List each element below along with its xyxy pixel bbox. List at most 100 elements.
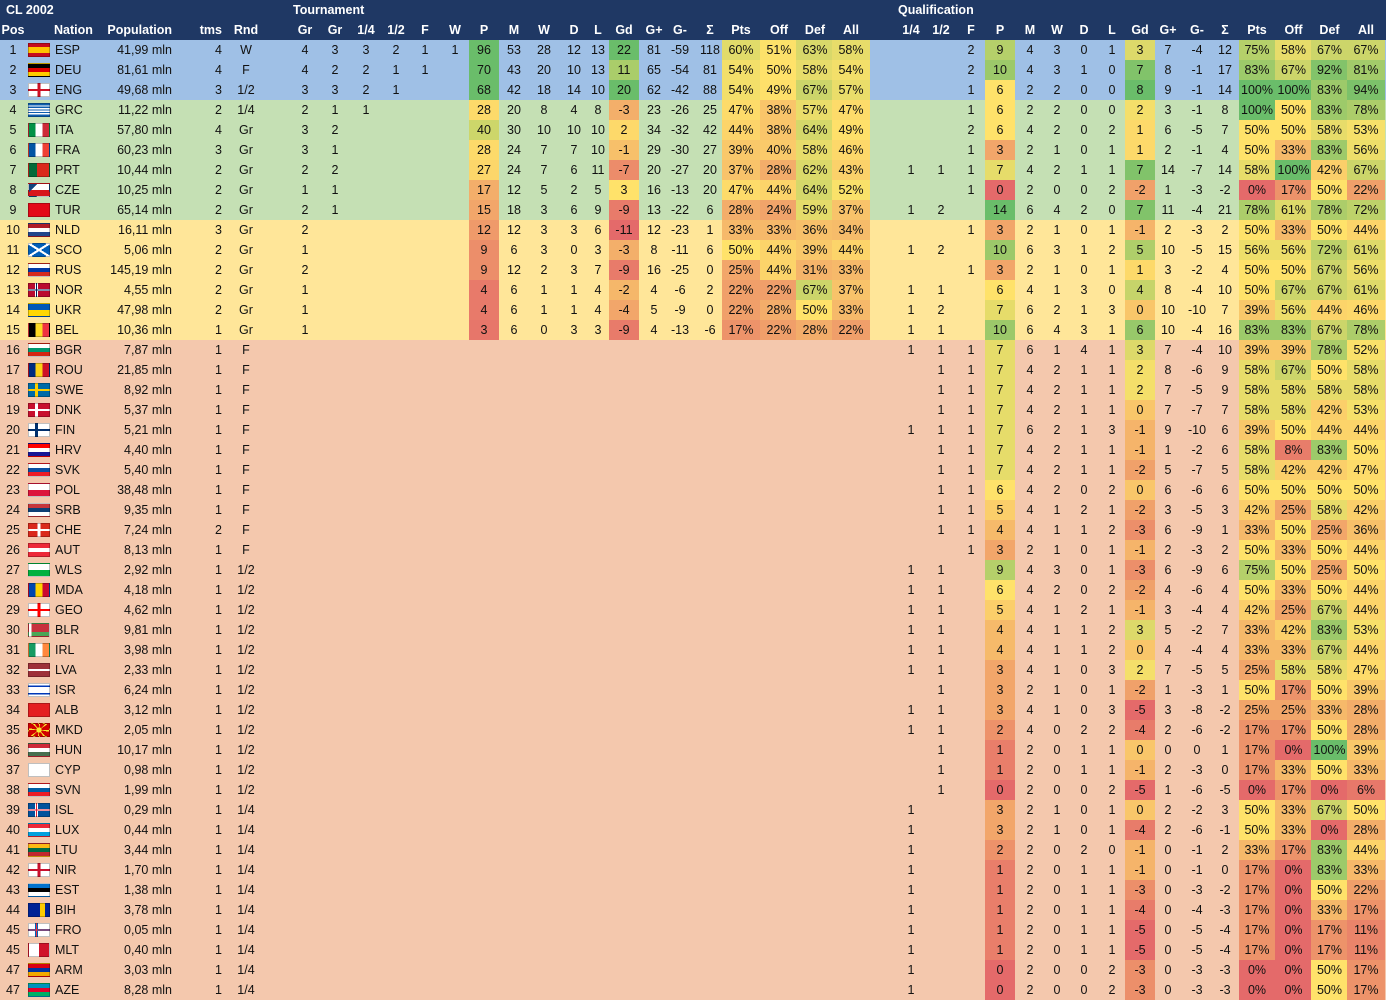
table-row[interactable]: 37 CYP 0,98 mln 1 1/2 1 1 2 0 1 1 -1 2 -3 0 17% 33% 50% 33…: [0, 760, 1386, 780]
col-header-t-l[interactable]: L: [594, 23, 602, 37]
table-row[interactable]: 33 ISR 6,24 mln 1 1/2 1 3 2 1 0 1 -2 1 -3 1 50% 17% 50% 39…: [0, 680, 1386, 700]
table-row[interactable]: 6 FRA 60,23 mln 3 Gr 3 1 28 24 7 7 10 -1 29 -30 27 39% 40…: [0, 140, 1386, 160]
table-row[interactable]: 10 NLD 16,11 mln 3 Gr 2 12 12 3 3 6 -11 12 -23 1 33% 33%…: [0, 220, 1386, 240]
table-row[interactable]: 38 SVN 1,99 mln 1 1/2 1 0 2 0 0 2 -5 1 -6 -5 0% 17% 0% 6%: [0, 780, 1386, 800]
col-header-t-gr1[interactable]: Gr: [297, 23, 313, 37]
table-row[interactable]: 4 GRC 11,22 mln 2 1/4 2 1 1 28 20 8 4 8 -3 23 -26 25 47% 3…: [0, 100, 1386, 120]
table-row[interactable]: 16 BGR 7,87 mln 1 F 1 1 1 7 6 1 4 1 3 7 -4 10 39% 39% 78% 52…: [0, 340, 1386, 360]
table-row[interactable]: 36 HUN 10,17 mln 1 1/2 1 1 2 0 1 1 0 0 0 1 17% 0% 100% 39%: [0, 740, 1386, 760]
col-header-q-sum[interactable]: Σ: [1221, 23, 1229, 37]
table-row[interactable]: 18 SWE 8,92 mln 1 F 1 1 7 4 2 1 1 2 7 -5 9 58% 58% 58% 58%: [0, 380, 1386, 400]
table-row[interactable]: 5 ITA 57,80 mln 4 Gr 3 2 40 30 10 10 10 2 34 -32 42 44% 3…: [0, 120, 1386, 140]
col-header-q-f[interactable]: F: [967, 23, 975, 37]
col-header-t-gr2[interactable]: Gr: [327, 23, 343, 37]
col-header-q-off[interactable]: Off: [1284, 23, 1303, 37]
col-header-q-l[interactable]: L: [1108, 23, 1116, 37]
col-header-q-gminus[interactable]: G-: [1190, 23, 1204, 37]
table-row[interactable]: 28 MDA 4,18 mln 1 1/2 1 1 6 4 2 0 2 -2 4 -6 4 50% 33% 50% 4…: [0, 580, 1386, 600]
table-row[interactable]: 44 BIH 3,78 mln 1 1/4 1 1 2 0 1 1 -4 0 -4 -3 17% 0% 33% 17…: [0, 900, 1386, 920]
col-header-t-f[interactable]: F: [421, 23, 429, 37]
col-header-t-qf[interactable]: 1/4: [357, 23, 375, 37]
cell-q-all: 44%: [1347, 600, 1385, 620]
col-header-t-gplus[interactable]: G+: [645, 23, 663, 37]
table-row[interactable]: 13 NOR 4,55 mln 2 Gr 1 4 6 1 1 4 -2 4 -6 2 22% 22% 67% 37%…: [0, 280, 1386, 300]
cell-t-gr2: 2: [331, 163, 339, 177]
col-header-q-d[interactable]: D: [1079, 23, 1089, 37]
table-row[interactable]: 35 MKD 2,05 mln 1 1/2 1 1 2 4 0 2 2 -4 2 -6 -2 17% 17% 50%…: [0, 720, 1386, 740]
table-row[interactable]: 21 HRV 4,40 mln 1 F 1 1 7 4 2 1 1 -1 1 -2 6 58% 8% 83% 50%: [0, 440, 1386, 460]
col-header-q-sf[interactable]: 1/2: [932, 23, 950, 37]
table-row[interactable]: 27 WLS 2,92 mln 1 1/2 1 1 9 4 3 0 1 -3 6 -9 6 75% 50% 25% 5…: [0, 560, 1386, 580]
col-header-t-pts[interactable]: Pts: [731, 23, 751, 37]
col-header-t-def[interactable]: Def: [804, 23, 826, 37]
col-header-nation[interactable]: Nation: [54, 23, 93, 37]
table-row[interactable]: 34 ALB 3,12 mln 1 1/2 1 1 3 4 1 0 3 -5 3 -8 -2 25% 25% 33%…: [0, 700, 1386, 720]
table-row[interactable]: 41 LTU 3,44 mln 1 1/4 1 2 2 0 2 0 -1 0 -1 2 33% 17% 83% 44…: [0, 840, 1386, 860]
col-header-q-all[interactable]: All: [1358, 23, 1374, 37]
cell-pos: 37: [6, 763, 20, 777]
col-header-t-p[interactable]: P: [479, 23, 489, 37]
col-header-q-pts[interactable]: Pts: [1247, 23, 1267, 37]
col-header-t-gminus[interactable]: G-: [673, 23, 687, 37]
col-header-q-w[interactable]: W: [1051, 23, 1063, 37]
cell-t-gplus: 12: [647, 223, 661, 237]
cell-t-pts: 50%: [722, 240, 760, 260]
table-row[interactable]: 1 ESP 41,99 mln 4 W 4 3 3 2 1 1 96 53 28 12 13 22 81 -59 11…: [0, 40, 1386, 60]
table-row[interactable]: 47 AZE 8,28 mln 1 1/4 1 0 2 0 0 2 -3 0 -3 -3 0% 0% 50% 17%: [0, 980, 1386, 1000]
col-header-q-qf[interactable]: 1/4: [902, 23, 920, 37]
table-row[interactable]: 12 RUS 145,19 mln 2 Gr 2 9 12 2 3 7 -9 16 -25 0 25% 44% 3…: [0, 260, 1386, 280]
col-header-t-all[interactable]: All: [843, 23, 859, 37]
table-row[interactable]: 29 GEO 4,62 mln 1 1/2 1 1 5 4 1 2 1 -1 3 -4 4 42% 25% 67% 4…: [0, 600, 1386, 620]
table-row[interactable]: 22 SVK 5,40 mln 1 F 1 1 7 4 2 1 1 -2 5 -7 5 58% 42% 42% 47%: [0, 460, 1386, 480]
col-header-q-gd[interactable]: Gd: [1131, 23, 1149, 37]
col-header-t-d[interactable]: D: [569, 23, 579, 37]
table-row[interactable]: 45 MLT 0,40 mln 1 1/4 1 1 2 0 1 1 -5 0 -5 -4 17% 0% 17% 11…: [0, 940, 1386, 960]
table-row[interactable]: 31 IRL 3,98 mln 1 1/2 1 1 4 4 1 1 2 0 4 -4 4 33% 33% 67% 44…: [0, 640, 1386, 660]
table-row[interactable]: 2 DEU 81,61 mln 4 F 4 2 2 1 1 70 43 20 10 13 11 65 -54 81 5…: [0, 60, 1386, 80]
col-header-pos[interactable]: Pos: [1, 23, 25, 37]
col-header-t-m[interactable]: M: [508, 23, 520, 37]
col-header-q-p[interactable]: P: [995, 23, 1005, 37]
table-row[interactable]: 42 NIR 1,70 mln 1 1/4 1 1 2 0 1 1 -1 0 -1 0 17% 0% 83% 33%: [0, 860, 1386, 880]
col-header-t-off[interactable]: Off: [769, 23, 789, 37]
table-row[interactable]: 3 ENG 49,68 mln 3 1/2 3 3 2 1 68 42 18 14 10 20 62 -42 88…: [0, 80, 1386, 100]
table-row[interactable]: 15 BEL 10,36 mln 1 Gr 1 3 6 0 3 3 -9 4 -13 -6 17% 22% 28%…: [0, 320, 1386, 340]
table-row[interactable]: 25 CHE 7,24 mln 2 F 1 1 4 4 1 1 2 -3 6 -9 1 33% 50% 25% 36%: [0, 520, 1386, 540]
cell-t-d: 7: [570, 143, 578, 157]
table-row[interactable]: 23 POL 38,48 mln 1 F 1 1 6 4 2 0 2 0 6 -6 6 50% 50% 50% 50%: [0, 480, 1386, 500]
table-row[interactable]: 30 BLR 9,81 mln 1 1/2 1 1 4 4 1 1 2 3 5 -2 7 33% 42% 83% 53…: [0, 620, 1386, 640]
table-row[interactable]: 17 ROU 21,85 mln 1 F 1 1 7 4 2 1 1 2 8 -6 9 58% 67% 50% 58%: [0, 360, 1386, 380]
cell-t-gminus: -42: [670, 83, 690, 97]
table-row[interactable]: 32 LVA 2,33 mln 1 1/2 1 1 3 4 1 0 3 2 7 -5 5 25% 58% 58% 47…: [0, 660, 1386, 680]
table-row[interactable]: 19 DNK 5,37 mln 1 F 1 1 7 4 2 1 1 0 7 -7 7 58% 58% 42% 53%: [0, 400, 1386, 420]
col-header-t-w[interactable]: W: [449, 23, 461, 37]
table-row[interactable]: 9 TUR 65,14 mln 2 Gr 2 1 15 18 3 6 9 -9 13 -22 6 28% 24% 5…: [0, 200, 1386, 220]
col-header-q-gplus[interactable]: G+: [1159, 23, 1177, 37]
col-header-t-w2[interactable]: W: [538, 23, 550, 37]
col-header-t-gd[interactable]: Gd: [615, 23, 633, 37]
cell-rnd: 1/4: [237, 843, 255, 857]
col-header-t-sf[interactable]: 1/2: [387, 23, 405, 37]
col-header-q-m[interactable]: M: [1024, 23, 1036, 37]
col-header-population[interactable]: Population: [107, 23, 172, 37]
col-header-q-def[interactable]: Def: [1319, 23, 1340, 37]
table-row[interactable]: 40 LUX 0,44 mln 1 1/4 1 3 2 1 0 1 -4 2 -6 -1 50% 33% 0% 28…: [0, 820, 1386, 840]
col-header-rnd[interactable]: Rnd: [233, 23, 259, 37]
table-row[interactable]: 8 CZE 10,25 mln 2 Gr 1 1 17 12 5 2 5 3 16 -13 20 47% 44% 6…: [0, 180, 1386, 200]
table-row[interactable]: 20 FIN 5,21 mln 1 F 1 1 1 7 6 2 1 3 -1 9 -10 6 39% 50% 44% 4…: [0, 420, 1386, 440]
table-row[interactable]: 24 SRB 9,35 mln 1 F 1 1 5 4 1 2 1 -2 3 -5 3 42% 25% 58% 42%: [0, 500, 1386, 520]
cell-q-m: 2: [1026, 963, 1034, 977]
col-header-tms[interactable]: tms: [199, 23, 222, 37]
table-row[interactable]: 7 PRT 10,44 mln 2 Gr 2 2 27 24 7 6 11 -7 20 -27 20 37% 28…: [0, 160, 1386, 180]
italy-flag-icon: [28, 123, 50, 137]
table-row[interactable]: 43 EST 1,38 mln 1 1/4 1 1 2 0 1 1 -3 0 -3 -2 17% 0% 50% 22…: [0, 880, 1386, 900]
table-row[interactable]: 47 ARM 3,03 mln 1 1/4 1 0 2 0 0 2 -3 0 -3 -3 0% 0% 50% 17%: [0, 960, 1386, 980]
table-row[interactable]: 39 ISL 0,29 mln 1 1/4 1 3 2 1 0 1 0 2 -2 3 50% 33% 67% 50%: [0, 800, 1386, 820]
cell-population: 9,81 mln: [124, 623, 172, 637]
col-header-t-sum[interactable]: Σ: [706, 23, 714, 37]
table-row[interactable]: 11 SCO 5,06 mln 2 Gr 1 9 6 3 0 3 -3 8 -11 6 50% 44% 39% 44…: [0, 240, 1386, 260]
table-row[interactable]: 26 AUT 8,13 mln 1 F 1 3 2 1 0 1 -1 2 -3 2 50% 33% 50% 44%: [0, 540, 1386, 560]
table-row[interactable]: 45 FRO 0,05 mln 1 1/4 1 1 2 0 1 1 -5 0 -5 -4 17% 0% 17% 11…: [0, 920, 1386, 940]
table-row[interactable]: 14 UKR 47,98 mln 2 Gr 1 4 6 1 1 4 -4 5 -9 0 22% 28% 50% 33…: [0, 300, 1386, 320]
cell-t-def: 67%: [796, 280, 834, 300]
